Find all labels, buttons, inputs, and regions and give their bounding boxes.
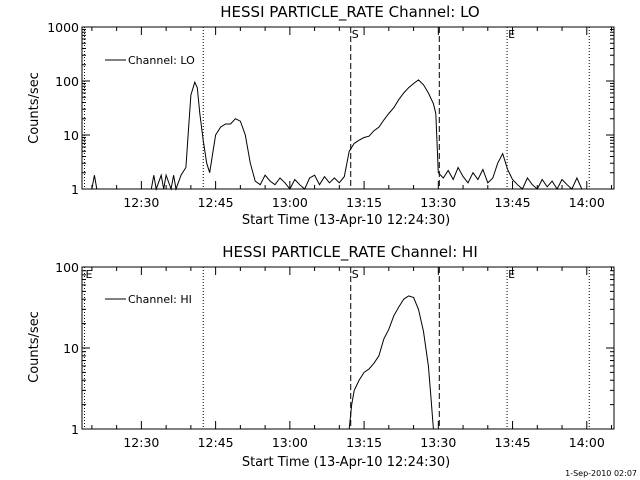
panel-hi-xtick-label: 13:00	[272, 435, 308, 450]
panel-lo-frame	[81, 26, 615, 190]
panel-hi-legend-label: Channel: HI	[128, 293, 192, 306]
panel-lo-xlabel: Start Time (13-Apr-10 12:24:30)	[242, 213, 450, 228]
panel-lo-ylabel: Counts/sec	[27, 72, 42, 144]
panel-hi-ylabel: Counts/sec	[27, 311, 42, 383]
panel-lo-legend-label: Channel: LO	[128, 54, 195, 67]
panel-hi-xtick-label: 12:45	[198, 435, 234, 450]
panel-lo-ytick-label: 1	[71, 182, 79, 197]
panel-lo-ytick-label: 100	[55, 74, 79, 89]
panel-hi-xlabel: Start Time (13-Apr-10 12:24:30)	[242, 455, 450, 470]
panel-hi-ytick-label: 10	[63, 341, 79, 356]
panel-hi-xtick-label: 12:30	[123, 435, 159, 450]
panel-lo-marker-label: E	[508, 28, 515, 41]
panel-lo-marker-label: S	[352, 28, 359, 41]
panel-hi-ytick-label: 100	[55, 260, 79, 275]
panel-lo-ytick-label: 1000	[47, 20, 79, 35]
panel-hi-series-line	[348, 295, 434, 430]
panel-hi-xtick-label: 13:15	[346, 435, 382, 450]
panel-lo-ytick-label: 10	[63, 128, 79, 143]
panel-lo-xtick-label: 13:30	[420, 195, 456, 210]
panel-lo-xtick-label: 13:15	[346, 195, 382, 210]
panel-hi-title: HESSI PARTICLE_RATE Channel: HI	[222, 243, 478, 262]
panel-hi-marker-label: E	[508, 268, 515, 281]
panel-lo-title: HESSI PARTICLE_RATE Channel: LO	[220, 3, 479, 22]
panel-hi: HESSI PARTICLE_RATE Channel: HI Counts/s…	[27, 243, 615, 470]
panel-lo: HESSI PARTICLE_RATE Channel: LO Counts/s…	[27, 3, 615, 228]
panel-lo-xtick-label: 12:45	[198, 195, 234, 210]
panel-hi-frame	[81, 266, 615, 430]
panel-lo-xtick-label: 14:00	[569, 195, 605, 210]
panel-lo-xtick-label: 13:00	[272, 195, 308, 210]
panel-hi-xtick-label: 13:30	[420, 435, 456, 450]
panel-lo-xtick-label: 12:30	[123, 195, 159, 210]
panel-hi-marker-label: S	[352, 268, 359, 281]
panel-hi-marker-label: E	[85, 268, 92, 281]
panel-hi-ytick-label: 1	[71, 422, 79, 437]
panel-hi-xtick-label: 13:45	[495, 435, 531, 450]
footer-date: 1-Sep-2010 02:07	[565, 469, 637, 478]
panel-hi-xtick-label: 14:00	[569, 435, 605, 450]
panel-lo-series-line	[82, 79, 587, 191]
panel-lo-xtick-label: 13:45	[495, 195, 531, 210]
